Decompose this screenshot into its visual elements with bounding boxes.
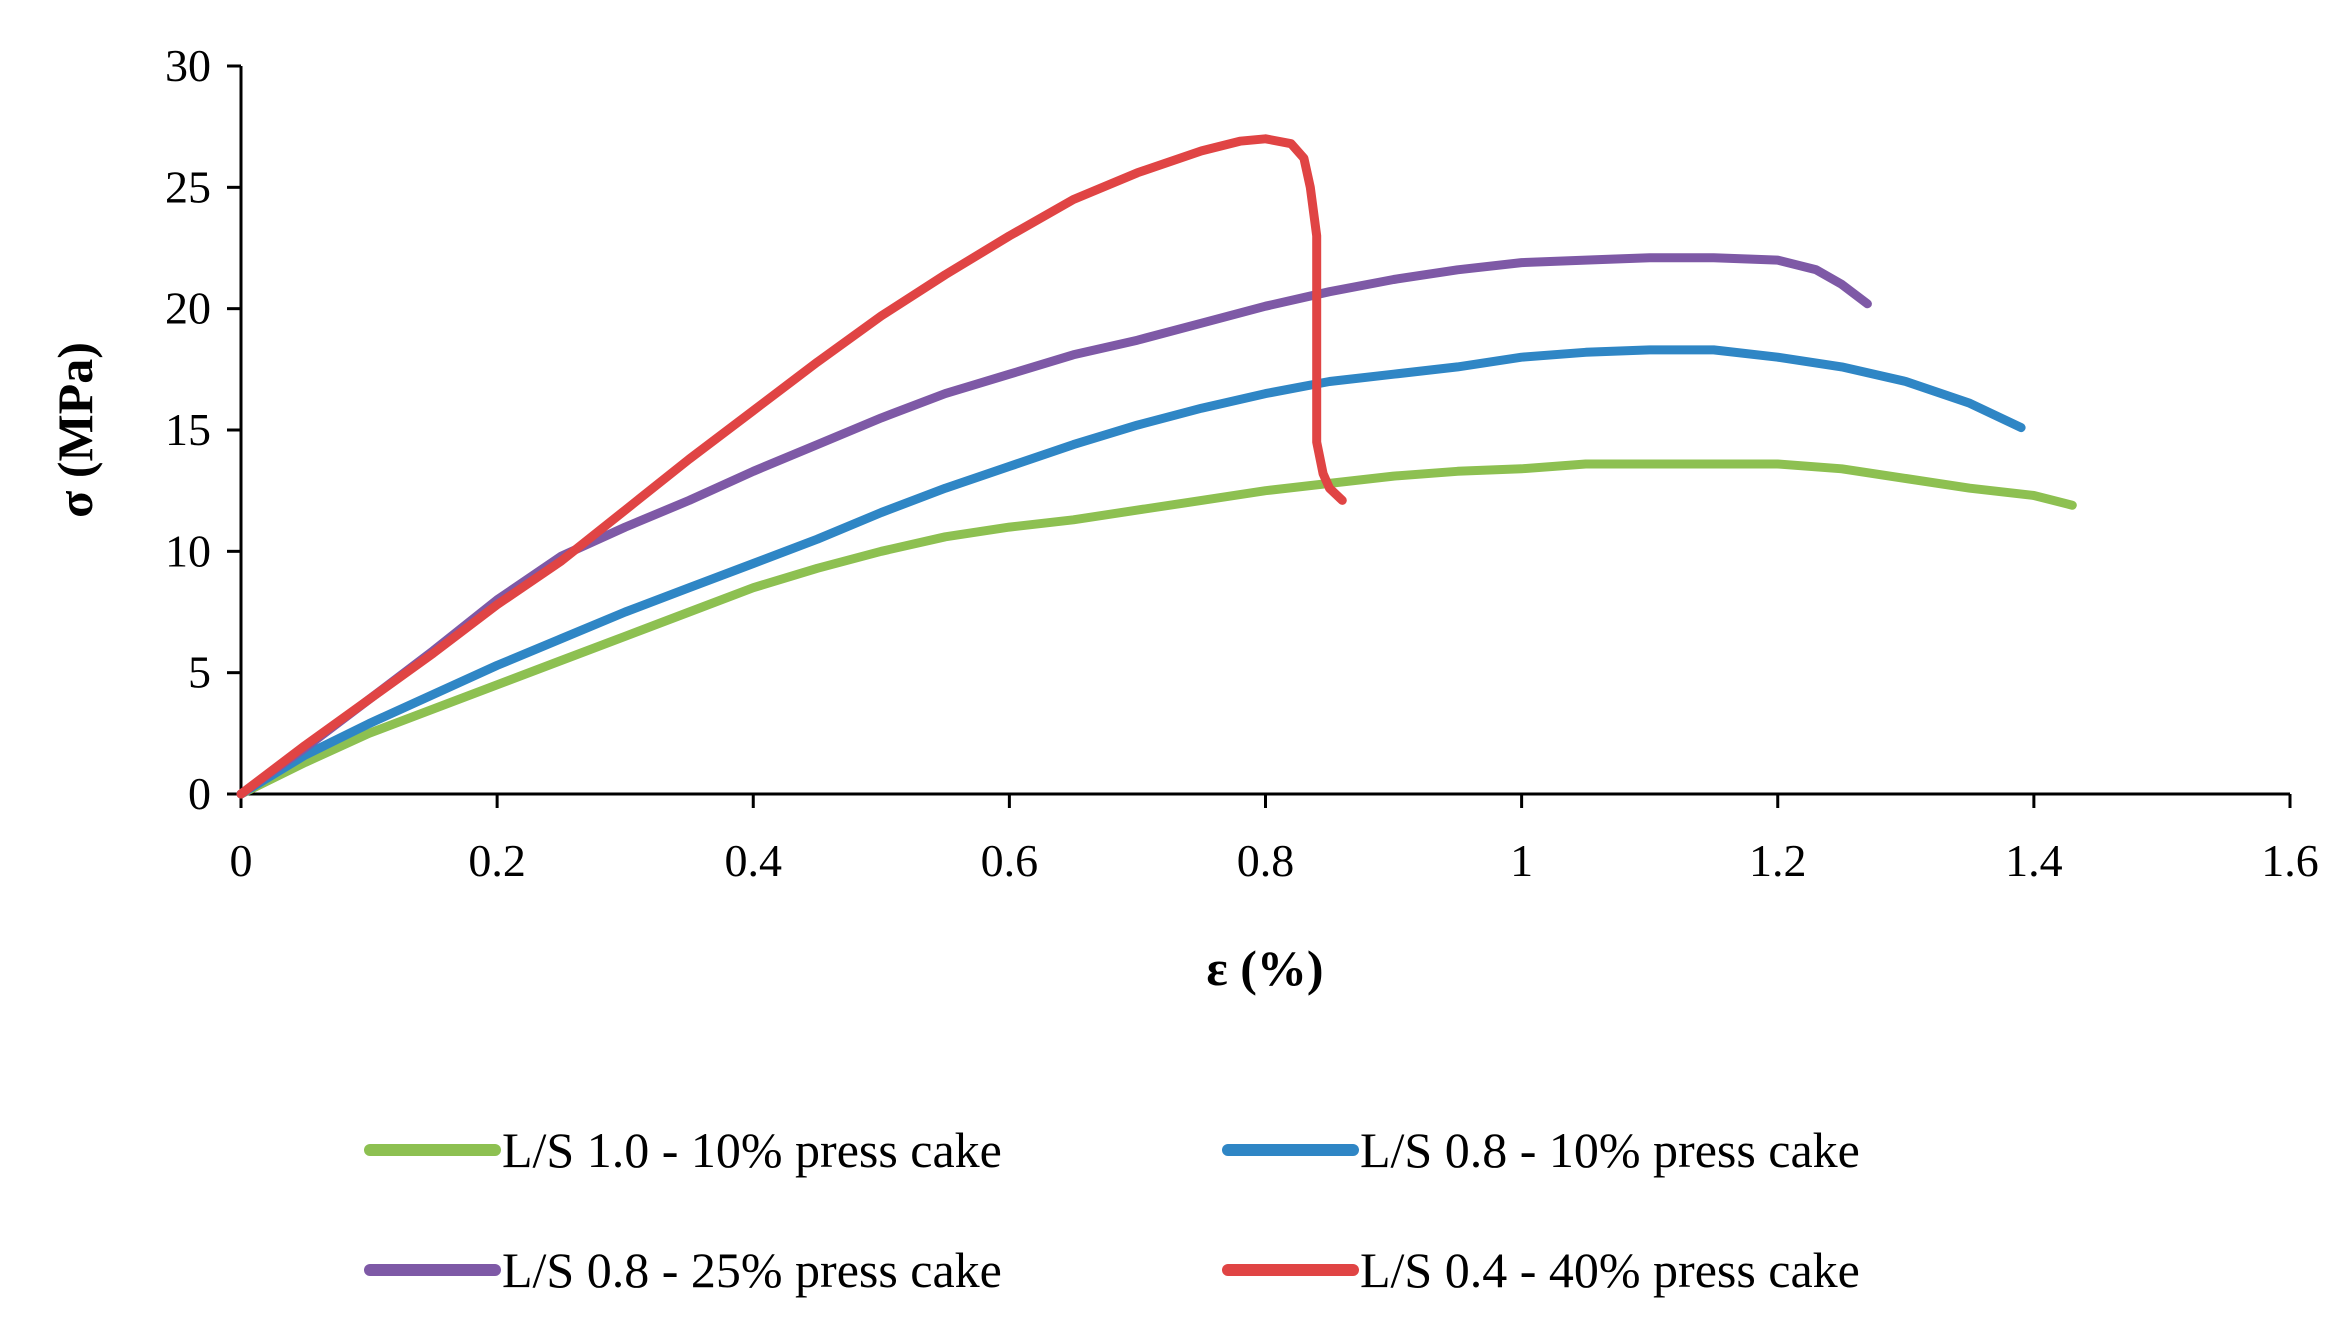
legend-item-4: L/S 0.4 - 40% press cake (1222, 1242, 1860, 1298)
x-tick-label: 0.4 (725, 835, 783, 886)
x-tick-label: 0 (230, 835, 253, 886)
y-tick-label: 10 (165, 525, 211, 576)
series-line-2 (236, 345, 2026, 799)
y-tick-label: 0 (188, 768, 211, 819)
legend-label: L/S 0.8 - 10% press cake (1360, 1122, 1860, 1178)
x-tick-label: 1.4 (2005, 835, 2063, 886)
legend-label: L/S 0.8 - 25% press cake (502, 1242, 1002, 1298)
legend: L/S 1.0 - 10% press cake L/S 0.8 - 10% pr… (364, 1122, 1860, 1298)
y-tick-label: 30 (165, 40, 211, 91)
y-tick-label: 20 (165, 283, 211, 334)
x-tick-label: 1.6 (2261, 835, 2319, 886)
y-ticks: 0 5 10 15 20 25 30 (165, 40, 241, 819)
legend-label: L/S 0.4 - 40% press cake (1360, 1242, 1860, 1298)
plot-area: 0 5 10 15 20 25 30 0 0.2 0.4 0.6 0.8 1 1.2 1.4 1.6 (165, 40, 2319, 886)
legend-label: L/S 1.0 - 10% press cake (502, 1122, 1002, 1178)
x-tick-label: 0.2 (468, 835, 526, 886)
x-ticks: 0 0.2 0.4 0.6 0.8 1 1.2 1.4 1.6 (230, 794, 2319, 886)
axes (239, 66, 2290, 796)
x-tick-label: 0.6 (981, 835, 1039, 886)
y-tick-label: 15 (165, 404, 211, 455)
x-tick-label: 1.2 (1749, 835, 1807, 886)
y-axis-title: σ (MPa) (47, 342, 103, 518)
series-line-1 (236, 459, 2077, 799)
legend-item-3: L/S 0.8 - 25% press cake (364, 1242, 1002, 1298)
x-tick-label: 0.8 (1237, 835, 1295, 886)
legend-item-1: L/S 1.0 - 10% press cake (364, 1122, 1002, 1178)
x-tick-label: 1 (1510, 835, 1533, 886)
y-tick-label: 5 (188, 647, 211, 698)
x-axis-title: ε (%) (1206, 940, 1323, 996)
series-line-4 (236, 134, 1347, 799)
legend-item-2: L/S 0.8 - 10% press cake (1222, 1122, 1860, 1178)
series-lines (236, 134, 2077, 799)
y-tick-label: 25 (165, 161, 211, 212)
